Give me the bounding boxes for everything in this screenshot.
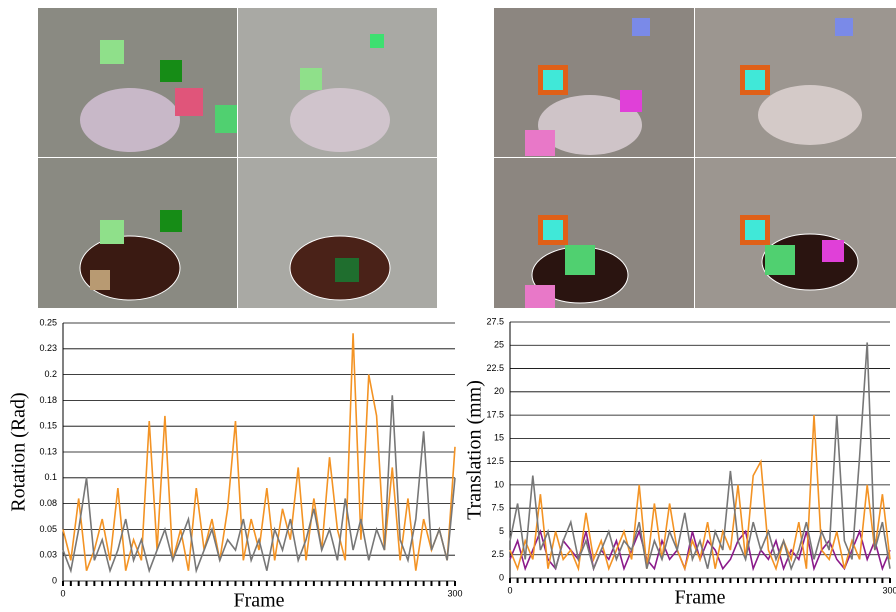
y-tick-label: 0.23 — [39, 343, 57, 353]
data-line — [509, 528, 891, 572]
y-tick-label: 20 — [494, 386, 504, 396]
x-axis-title: Frame — [233, 590, 284, 612]
y-tick-label: 5 — [499, 526, 504, 536]
y-tick-label: 0.13 — [39, 446, 57, 456]
y-tick-label: 0.03 — [39, 550, 57, 560]
y-tick-label: 17.5 — [486, 409, 504, 419]
y-tick-label: 25 — [494, 340, 504, 350]
x-tick-label: 300 — [882, 585, 896, 595]
x-tick-label: 0 — [60, 588, 65, 598]
x-tick-label: 0 — [507, 585, 512, 595]
photo-panel-left — [38, 8, 437, 308]
data-line — [62, 333, 456, 571]
y-tick-label: 0.2 — [44, 369, 57, 379]
y-tick-label: 0.1 — [44, 472, 57, 482]
y-tick-label: 15 — [494, 433, 504, 443]
photo-panel-right — [494, 8, 896, 308]
y-tick-label: 0.05 — [39, 524, 57, 534]
y-axis-title: Translation (mm) — [464, 380, 486, 520]
x-axis-title: Frame — [674, 587, 725, 609]
y-tick-label: 0 — [52, 575, 57, 585]
y-axis-title: Rotation (Rad) — [8, 392, 30, 511]
data-line — [62, 395, 456, 574]
y-tick-label: 2.5 — [491, 549, 504, 559]
y-tick-label: 0.15 — [39, 421, 57, 431]
data-line — [509, 415, 891, 572]
x-tick-label: 300 — [447, 588, 462, 598]
y-tick-label: 12.5 — [486, 456, 504, 466]
y-tick-label: 0.18 — [39, 395, 57, 405]
y-tick-label: 10 — [494, 479, 504, 489]
y-tick-label: 7.5 — [491, 503, 504, 513]
data-line — [509, 342, 891, 572]
y-tick-label: 22.5 — [486, 363, 504, 373]
y-tick-label: 0.25 — [39, 317, 57, 327]
y-tick-label: 27.5 — [486, 316, 504, 326]
y-tick-label: 0.08 — [39, 498, 57, 508]
y-tick-label: 0 — [499, 572, 504, 582]
